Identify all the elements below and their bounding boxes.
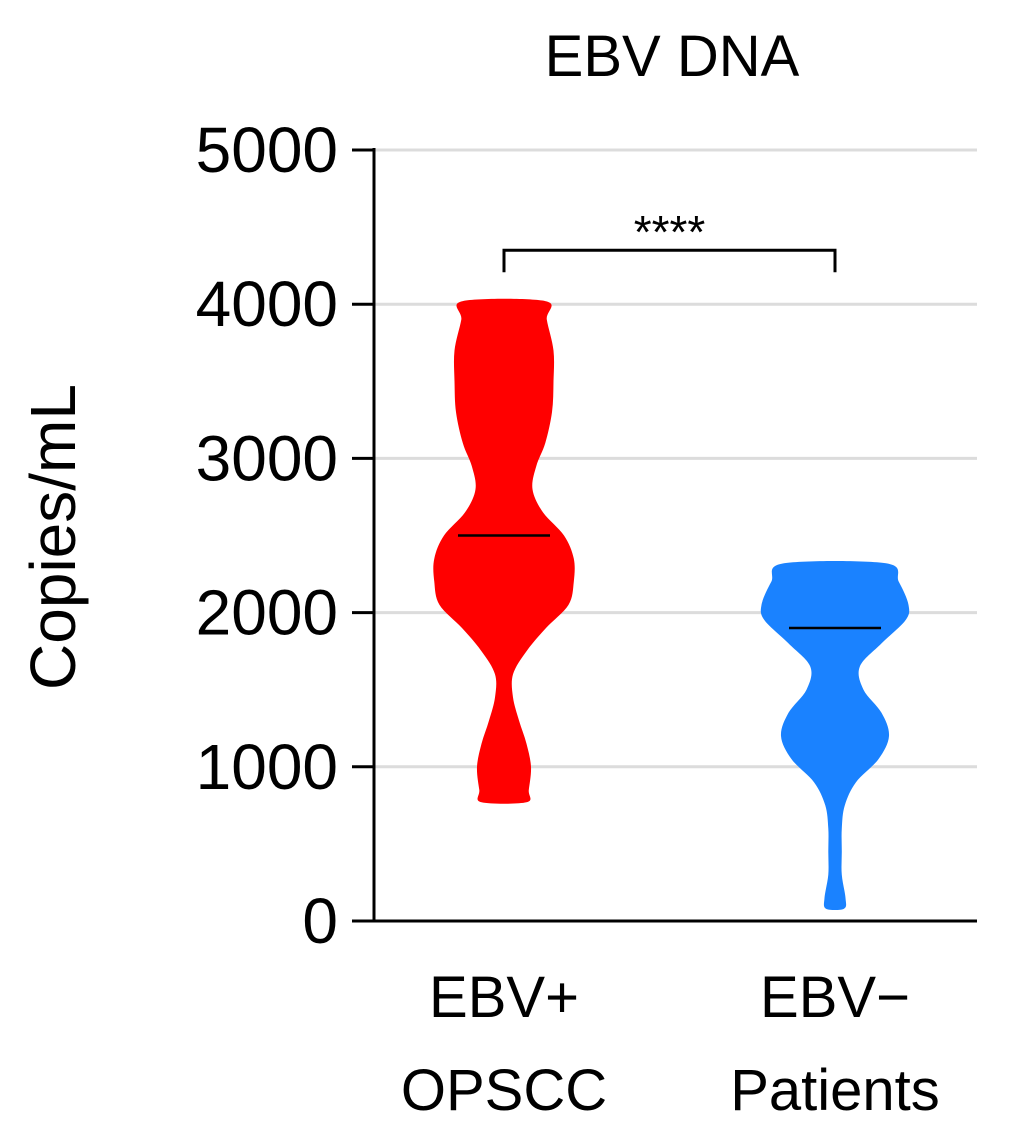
violin-body [433,298,575,804]
significance-label: **** [634,206,706,258]
y-tick-label: 4000 [196,268,338,340]
category-label-ebv-pos-line1: EBV+ [429,965,579,1030]
y-tick-label: 2000 [196,577,338,649]
y-ticks: 0 1000 2000 3000 4000 5000 [196,114,374,957]
category-label-ebv-neg-line1: EBV− [760,965,910,1030]
x-category-labels: EBV+ OPSCC EBV− Patients [401,965,940,1123]
violin-body [760,560,910,911]
y-axis-label: Copies/mL [17,384,89,690]
chart-title: EBV DNA [545,24,800,89]
violins [433,298,910,911]
axes [372,148,977,923]
category-label-ebv-pos-line2: OPSCC [401,1058,607,1123]
y-tick-label: 0 [302,885,338,957]
category-label-ebv-neg-line2: Patients [730,1058,940,1123]
significance-annotation: **** [502,206,837,273]
y-tick-label: 1000 [196,731,338,803]
y-tick-label: 5000 [196,114,338,186]
significance-bracket [502,248,837,273]
y-tick-label: 3000 [196,422,338,494]
